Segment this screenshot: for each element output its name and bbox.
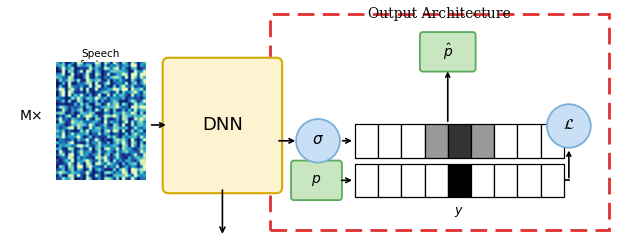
Bar [541, 164, 564, 197]
Text: Speech
features: Speech features [79, 49, 123, 70]
Bar [425, 124, 448, 158]
Bar [448, 124, 471, 158]
FancyBboxPatch shape [420, 32, 476, 72]
Bar [517, 164, 541, 197]
Bar [355, 124, 378, 158]
Bar [425, 164, 448, 197]
Bar [471, 124, 494, 158]
Bar [401, 124, 425, 158]
Circle shape [547, 104, 591, 148]
Bar [494, 164, 517, 197]
Bar [401, 164, 425, 197]
FancyBboxPatch shape [291, 161, 342, 200]
Text: $y$: $y$ [454, 205, 464, 219]
Text: M×: M× [20, 109, 43, 123]
Bar [494, 124, 517, 158]
Bar [541, 124, 564, 158]
Bar [355, 164, 378, 197]
Bar [471, 164, 494, 197]
Text: $\sigma$: $\sigma$ [312, 132, 324, 147]
Text: $p$: $p$ [311, 173, 321, 188]
Text: $\hat{p}$: $\hat{p}$ [443, 42, 453, 62]
Circle shape [296, 119, 340, 163]
Bar [378, 164, 401, 197]
Bar [517, 124, 541, 158]
Text: $\hat{y}$: $\hat{y}$ [454, 166, 464, 184]
Text: $\mathcal{L}$: $\mathcal{L}$ [563, 118, 575, 132]
Text: DNN: DNN [202, 116, 243, 135]
Bar [378, 124, 401, 158]
FancyBboxPatch shape [163, 58, 282, 193]
Bar [448, 164, 471, 197]
Text: Output Architecture: Output Architecture [368, 7, 511, 21]
